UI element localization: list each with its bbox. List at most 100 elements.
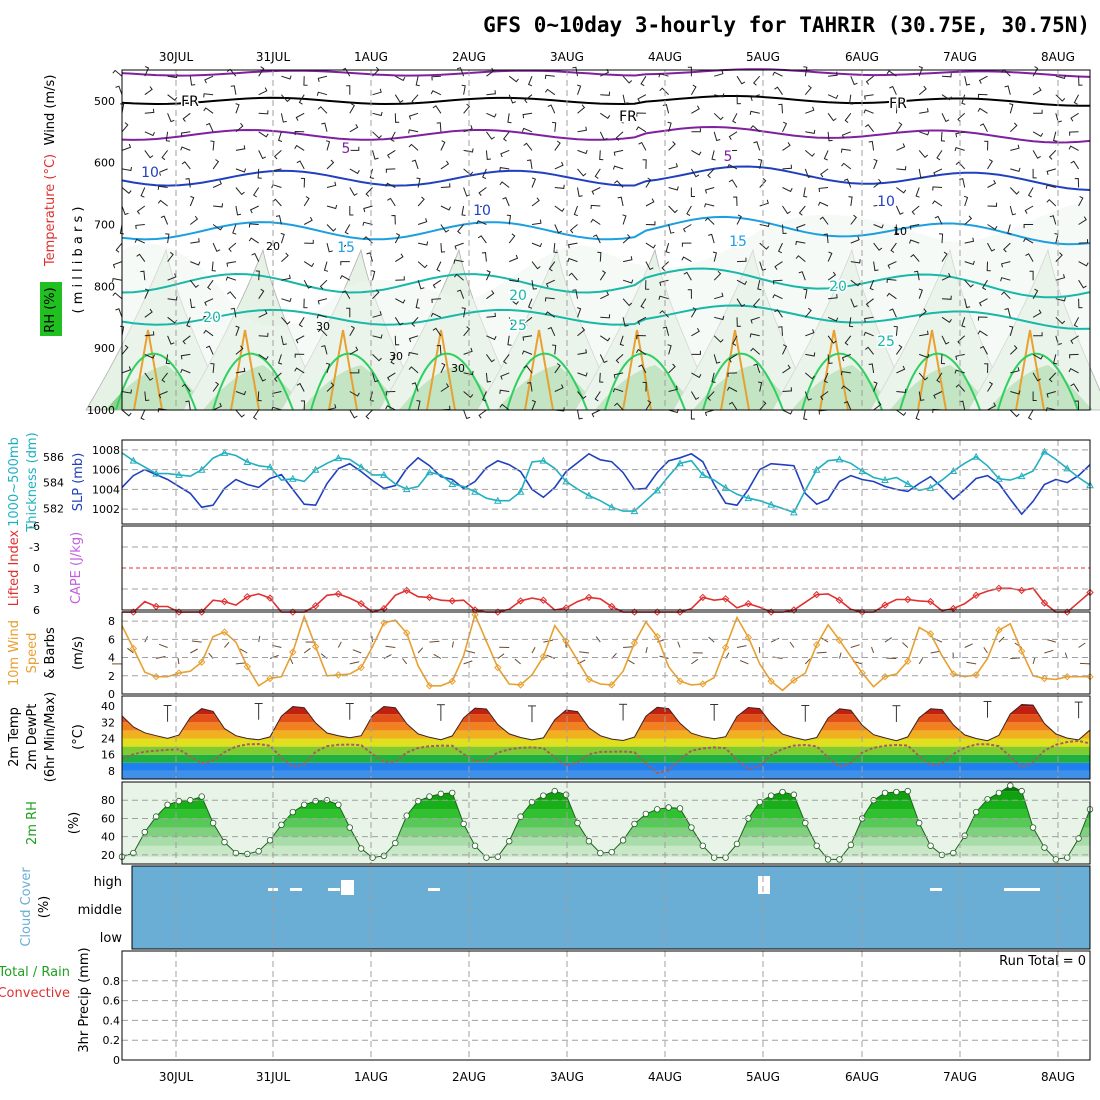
wind-barb [203,93,214,98]
high-cloud-strip [1004,888,1040,891]
wind-barb [778,326,783,336]
thickness-line-marker [744,494,753,502]
wind-barb [281,252,289,262]
wind-barb [795,255,806,262]
rh-point [449,789,456,797]
wind-barb [317,75,328,83]
wind-barb [691,327,700,337]
wind-barb [782,224,787,235]
wind-barb [506,214,512,225]
wind-barb [1032,66,1039,77]
wind10-barb [677,641,681,648]
run-total: Run Total = 0 [999,954,1086,969]
wind-barb [599,131,608,141]
wind-barb [726,164,738,170]
lifted-index-tick: 6 [33,604,40,617]
wind-barb [668,224,675,234]
rh-point [710,854,718,861]
wind-barb [772,71,783,77]
wind-barb [463,347,473,355]
wind-barb [415,76,420,87]
wind-barb [280,113,287,123]
rh-point [437,790,445,798]
wind10-speed-line-marker [995,626,1003,634]
wind-barb [387,149,396,159]
wind10-speed-line-marker [357,663,365,672]
wind-barb [964,76,971,86]
thickness-line-marker [972,452,980,460]
wind-barb [1010,167,1021,173]
wind-barb [1009,345,1018,355]
wind-barb [1032,86,1042,96]
wind-barb [317,298,328,305]
pressure-tick: 900 [94,342,115,355]
wind-barb [782,344,788,355]
wind10-axis-label-2: Speed [25,633,40,674]
wind-barb [500,372,510,380]
wind-barb [637,94,647,103]
wind-barb [782,187,793,193]
lifted-index-line-marker [926,597,935,606]
wind-barb [714,315,725,321]
rh-point [813,842,820,849]
wind-barb [349,369,360,374]
rh-point [802,819,809,827]
wind-barb [258,87,268,96]
rh-point [471,842,479,849]
wind-barb [840,371,851,376]
rh-point [483,854,490,861]
wind-barb [527,382,533,392]
date-label-bottom: 30JUL [159,1070,194,1084]
precip-tick: 0.2 [103,1034,121,1047]
wind-barb [713,131,721,142]
wind-barb [941,272,951,281]
wind-barb [258,372,267,382]
wind-barb [463,125,473,133]
thickness-line-marker [288,474,297,482]
wind-barb [987,402,997,411]
wind-barb [615,354,624,364]
rh-point [1064,854,1071,861]
wind-barb [144,131,155,137]
wind-barb [478,187,487,196]
wind-barb [940,354,946,365]
wind-barb [572,289,578,299]
wind-barb [736,257,747,263]
wind-barb [736,75,746,85]
wind10-axis-label-1: 10m Wind [7,620,22,686]
wind-barb [486,312,496,318]
wind-barb [1078,216,1087,225]
wind10-barb [258,636,261,643]
wind-barb [281,297,292,303]
wind-barb [782,205,791,215]
wind-barb [638,364,647,374]
precip-tick: 0.4 [103,1014,121,1027]
wind10-barb [691,658,699,665]
wind-barb [804,85,812,96]
wind-barb [521,127,533,133]
wind-barb [577,307,582,318]
wind-barb [914,270,920,281]
wind-barb [323,261,329,272]
wind-barb [189,195,195,207]
wind-barb [508,298,519,305]
wind-barb [896,187,907,194]
high-cloud-block [341,880,354,895]
wind-barb [803,409,808,420]
wind-barb [986,261,991,272]
wind10-speed-line-marker [198,658,206,666]
rh-contour-label: 10 [893,225,907,238]
wind-barb [417,218,428,225]
wind-barb [189,279,199,289]
lifted-index-line-marker [835,596,844,604]
high-cloud-strip [428,888,440,891]
wind-barb [385,405,396,411]
wind-barb [869,280,875,291]
wind-barb [919,353,930,359]
date-label-bottom: 6AUG [845,1070,879,1084]
temp-tick: 32 [101,716,115,729]
temp-band [122,738,1090,747]
wind-barb [523,365,533,374]
rh-point [836,856,843,863]
wind-barb [782,164,793,170]
